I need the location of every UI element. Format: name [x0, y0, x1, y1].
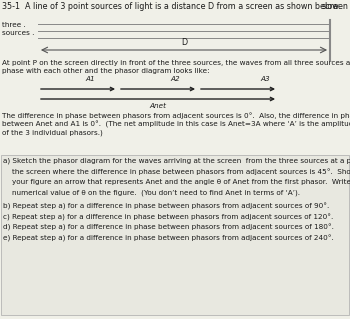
Text: A1: A1 [85, 76, 95, 82]
Text: b) Repeat step a) for a difference in phase between phasors from adjacent source: b) Repeat step a) for a difference in ph… [3, 203, 329, 210]
Text: D: D [181, 38, 187, 47]
Text: a) Sketch the phasor diagram for the waves arriving at the screen  from the thre: a) Sketch the phasor diagram for the wav… [3, 158, 350, 165]
Text: Anet: Anet [149, 103, 167, 109]
Text: your figure an arrow that represents Anet and the angle θ of Anet from the first: your figure an arrow that represents Ane… [3, 179, 350, 185]
Text: A2: A2 [170, 76, 180, 82]
Text: sources .: sources . [2, 30, 34, 36]
Text: At point P on the screen directly in front of the three sources, the waves from : At point P on the screen directly in fro… [2, 60, 350, 75]
Text: the screen where the difference in phase between phasors from adjacent sources i: the screen where the difference in phase… [3, 168, 350, 175]
Text: of the 3 individual phasors.): of the 3 individual phasors.) [2, 130, 103, 137]
Text: A3: A3 [260, 76, 270, 82]
Text: The difference in phase between phasors from adjacent sources is 0°.  Also, the : The difference in phase between phasors … [2, 112, 350, 119]
Text: 35-1  A line of 3 point sources of light is a distance D from a screen as shown : 35-1 A line of 3 point sources of light … [2, 2, 341, 11]
Text: d) Repeat step a) for a difference in phase between phasors from adjacent source: d) Repeat step a) for a difference in ph… [3, 224, 334, 231]
Text: numerical value of θ on the figure.  (You don’t need to find Anet in terms of ‘A: numerical value of θ on the figure. (You… [3, 189, 300, 196]
Text: three .: three . [2, 22, 26, 28]
Text: screen: screen [321, 2, 348, 11]
Text: e) Repeat step a) for a difference in phase between phasors from adjacent source: e) Repeat step a) for a difference in ph… [3, 234, 334, 242]
Text: c) Repeat step a) for a difference in phase between phasors from adjacent source: c) Repeat step a) for a difference in ph… [3, 213, 333, 221]
Text: between Anet and A1 is 0°.  (The net amplitude in this case is Anet=3A where ‘A’: between Anet and A1 is 0°. (The net ampl… [2, 121, 350, 128]
FancyBboxPatch shape [1, 155, 349, 315]
